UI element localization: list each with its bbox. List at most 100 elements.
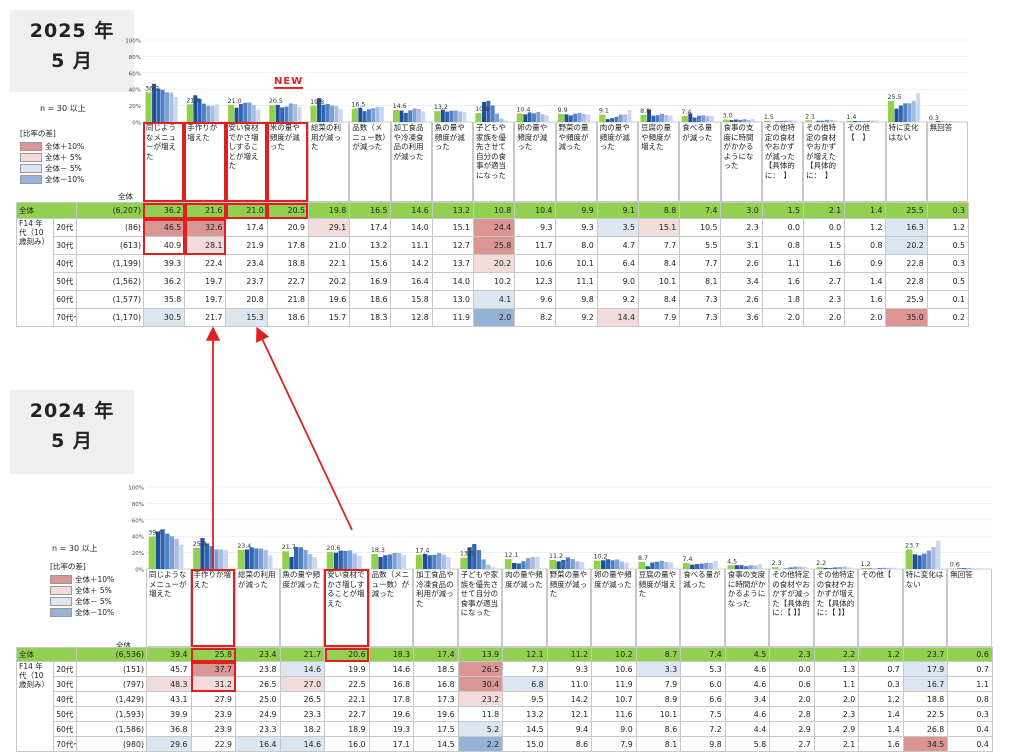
question-labels-2024: 同じようなメニューが増えた手作りが増えた総菜の利用が減った魚の量や頻度が減った安…	[146, 569, 992, 647]
group-label: F14 年代（10歳刻み）	[17, 662, 54, 752]
bar-total	[282, 551, 289, 569]
table-cell: 21.9	[226, 237, 267, 255]
bar-age	[264, 550, 268, 569]
table-cell: 2.0	[814, 692, 859, 707]
table-cell: 10.1	[636, 707, 681, 722]
table-cell: 17.4	[414, 648, 459, 662]
bar-value-label: 13.9	[460, 551, 474, 558]
bar-total	[505, 559, 512, 569]
row-label: 60代	[54, 291, 77, 309]
table-cell: 19.6	[369, 707, 414, 722]
table-cell: 26.5	[280, 692, 325, 707]
table-cell: 2.3	[770, 648, 815, 662]
row-label: 30代	[54, 237, 77, 255]
question-label: 豆腐の量や頻度が増えた	[636, 569, 681, 647]
bar-total	[460, 558, 467, 569]
table-cell: 21.6	[185, 203, 226, 219]
table-cell: 48.3	[146, 677, 191, 692]
bar-age	[580, 562, 584, 569]
row-label: 40代	[54, 255, 77, 273]
table-cell: 2.0	[762, 309, 803, 327]
row-label: 70代～	[54, 737, 77, 752]
bar-age	[339, 551, 343, 569]
table-cell: 17.4	[350, 219, 391, 237]
bar-age	[397, 553, 401, 569]
bar-age	[908, 103, 912, 122]
bar-age	[224, 550, 228, 569]
table-cell: 37.7	[191, 662, 236, 677]
bar-age	[912, 101, 916, 122]
table-cell: 24.9	[236, 707, 281, 722]
bar-age	[462, 112, 466, 122]
table-cell: 2.3	[721, 219, 762, 237]
table-cell: 1.4	[859, 707, 904, 722]
bar-age	[916, 93, 920, 122]
table-cell: 18.5	[414, 662, 459, 677]
table-cell: 25.0	[236, 692, 281, 707]
base-count: (6,207)	[76, 203, 143, 219]
question-label: 加工食品や冷凍食品の利用が減った	[413, 569, 458, 647]
table-cell: 14.5	[503, 722, 548, 737]
bar-age	[343, 551, 347, 569]
question-label: 手作りが増えた	[184, 122, 225, 202]
bar-age	[619, 115, 623, 122]
bar-age	[421, 112, 425, 122]
table-cell: 3.1	[721, 237, 762, 255]
table-cell: 1.4	[845, 203, 886, 219]
table-cell: 16.4	[391, 273, 432, 291]
question-label: 特に変化はない	[886, 122, 927, 202]
table-cell: 2.2	[458, 737, 503, 752]
table-cell: 0.6	[948, 648, 993, 662]
bar-age	[536, 112, 540, 122]
table-cell: 10.5	[680, 219, 721, 237]
bar-age	[660, 561, 664, 569]
bar-total	[149, 537, 156, 569]
table-cell: 10.4	[515, 203, 556, 219]
table-cell: 17.3	[414, 692, 459, 707]
bar-value-label: 23.4	[237, 543, 251, 550]
bar-age	[541, 114, 545, 122]
bar-value-label: 12.1	[504, 552, 518, 559]
bar-value-label: 21.7	[282, 544, 296, 551]
bar-age	[578, 113, 582, 122]
table-cell: 30.4	[458, 677, 503, 692]
row-label: 全体	[17, 203, 77, 219]
row-label: 20代	[54, 219, 77, 237]
table-cell: 8.6	[636, 722, 681, 737]
bar-value-label: 25.8	[193, 541, 207, 548]
table-cell: 8.9	[636, 692, 681, 707]
table-cell: 0.8	[762, 237, 803, 255]
base-count: (1,170)	[76, 309, 143, 327]
table-cell: 4.5	[725, 648, 770, 662]
table-cell: 28.1	[185, 237, 226, 255]
bar-age	[353, 554, 357, 569]
bar-value-label: 0.3	[929, 115, 939, 122]
table-cell: 8.1	[636, 737, 681, 752]
question-label: 加工食品や冷凍食品の利用が減った	[391, 122, 432, 202]
table-cell: 15.1	[432, 219, 473, 237]
table-cell: 4.6	[725, 677, 770, 692]
bar-age	[268, 556, 272, 569]
y-tick-label: 40%	[129, 88, 141, 94]
table-cell: 11.6	[592, 707, 637, 722]
bar-total	[475, 113, 481, 122]
table-cell: 2.3	[814, 707, 859, 722]
bar-age	[454, 111, 458, 122]
table-cell: 0.6	[770, 677, 815, 692]
table-cell: 7.3	[503, 662, 548, 677]
base-count: (980)	[76, 737, 146, 752]
table-cell: 9.0	[597, 273, 638, 291]
table-cell: 21.7	[185, 309, 226, 327]
bar-age	[655, 562, 659, 569]
y-tick-label: 60%	[132, 518, 144, 524]
base-header-2025: 全体	[118, 191, 133, 202]
year-label-line2: 5 月	[10, 426, 134, 456]
group-label: F14 年代（10歳刻み）	[17, 219, 54, 327]
table-cell: 16.3	[886, 219, 927, 237]
table-cell: 4.6	[725, 707, 770, 722]
bar-total	[145, 92, 151, 122]
bar-value-label: 8.8	[640, 108, 650, 115]
table-cell: 2.7	[803, 273, 844, 291]
bar-age	[297, 107, 301, 122]
